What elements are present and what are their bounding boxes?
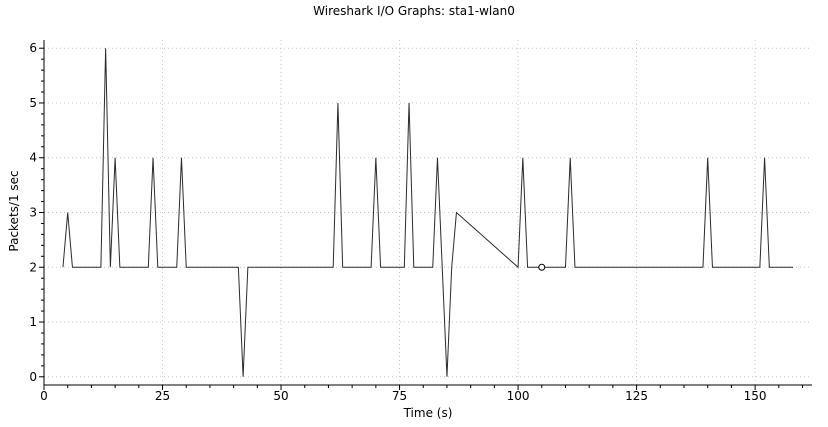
x-tick-label: 125 xyxy=(625,389,648,403)
x-tick-label: 100 xyxy=(507,389,530,403)
y-tick-label: 2 xyxy=(29,260,37,274)
y-axis-label: Packets/1 sec xyxy=(7,170,21,251)
x-tick-label: 50 xyxy=(273,389,288,403)
x-tick-label: 25 xyxy=(155,389,170,403)
grid-lines xyxy=(44,40,812,385)
y-tick-label: 6 xyxy=(29,41,37,55)
y-tick-label: 3 xyxy=(29,206,37,220)
x-tick-label: 150 xyxy=(744,389,767,403)
x-tick-label: 0 xyxy=(40,389,48,403)
x-tick-label: 75 xyxy=(392,389,407,403)
y-tick-label: 0 xyxy=(29,370,37,384)
y-tick-label: 1 xyxy=(29,315,37,329)
y-axis-ticks: 0 1 2 3 4 5 6 xyxy=(29,41,44,384)
chart-title: Wireshark I/O Graphs: sta1-wlan0 xyxy=(313,4,515,18)
x-axis-label: Time (s) xyxy=(403,406,453,420)
series-line xyxy=(62,48,794,377)
plot-area xyxy=(62,48,794,377)
y-tick-label: 5 xyxy=(29,96,37,110)
y-tick-label: 4 xyxy=(29,151,37,165)
cursor-marker xyxy=(538,263,546,271)
x-axis-ticks: 0 25 50 75 100 125 150 xyxy=(40,385,804,403)
